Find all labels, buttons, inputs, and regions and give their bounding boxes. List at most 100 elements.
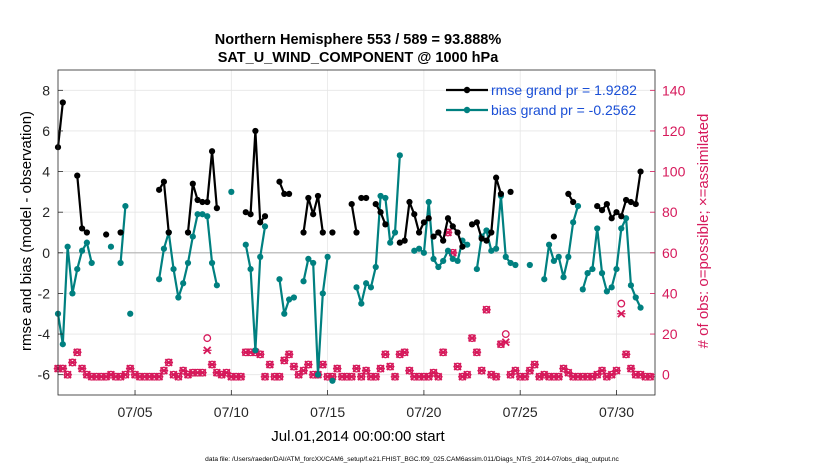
y-right-tick-label: 60: [662, 245, 678, 261]
rmse-point: [478, 235, 485, 242]
y-left-tick-label: -2: [38, 285, 51, 301]
rmse-point: [415, 229, 423, 236]
rmse-point: [435, 229, 442, 236]
obs-assimilated-marker: [202, 346, 212, 355]
x-tick-label: 07/30: [599, 404, 634, 420]
bias-point: [59, 341, 66, 348]
obs-assimilated-marker: [357, 372, 366, 381]
rmse-point: [208, 148, 216, 155]
rmse-point: [247, 211, 254, 218]
rmse-line: [56, 102, 64, 148]
bias-point: [430, 255, 437, 263]
rmse-point: [430, 233, 437, 240]
bias-point: [300, 278, 307, 285]
obs-assimilated-marker: [174, 372, 183, 381]
footnote-data-file: data file: /Users/raeder/DAI/ATM_forcXX/…: [205, 456, 619, 463]
bias-point: [594, 225, 601, 232]
obs-assimilated-marker: [482, 305, 491, 314]
rmse-point: [257, 219, 264, 226]
obs-assimilated-marker: [405, 366, 414, 375]
bias-point: [483, 227, 490, 234]
bias-point: [507, 259, 514, 267]
obs-assimilated-marker: [554, 372, 564, 381]
bias-point: [382, 194, 389, 202]
bias-point: [194, 211, 201, 218]
y-left-tick-label: 8: [42, 82, 50, 98]
obs-assimilated-marker: [626, 364, 636, 373]
obs-possible-marker: [501, 330, 510, 339]
bias-point: [261, 223, 269, 230]
legend-bias-label: bias grand pr = -0.2562: [491, 102, 636, 118]
obs-assimilated-marker: [621, 350, 631, 359]
rmse-point: [189, 180, 196, 187]
bias-point: [415, 245, 423, 252]
plot-frame: [57, 69, 656, 396]
rmse-point: [565, 190, 572, 198]
obs-assimilated-marker: [361, 366, 371, 375]
x-tick-label: 07/10: [214, 404, 249, 420]
y-right-tick-label: 140: [662, 82, 686, 98]
rmse-line: [350, 203, 358, 233]
rmse-point: [425, 215, 432, 222]
obs-assimilated-marker: [352, 364, 361, 373]
bias-point: [579, 286, 586, 293]
obs-assimilated-marker: [371, 372, 381, 381]
bias-point: [247, 265, 254, 273]
y-right-tick-label: 100: [662, 164, 686, 180]
obs-assimilated-marker: [332, 364, 342, 373]
rmse-point: [507, 188, 514, 195]
bias-point: [488, 247, 495, 254]
rmse-point: [613, 209, 620, 216]
bias-point: [550, 257, 557, 265]
bias-point: [107, 243, 115, 250]
rmse-point: [319, 229, 326, 236]
bias-line: [119, 206, 127, 264]
obs-assimilated-marker: [467, 334, 477, 343]
bias-point: [608, 284, 615, 291]
bias-point: [127, 310, 134, 317]
rmse-point: [348, 200, 355, 208]
bias-point: [541, 276, 548, 283]
rmse-point: [420, 219, 428, 226]
obs-possible-marker: [203, 334, 212, 343]
rmse-point: [594, 202, 601, 210]
legend-rmse-marker: [463, 86, 471, 94]
obs-assimilated-marker: [381, 350, 390, 359]
rmse-point: [623, 196, 630, 204]
bias-point: [314, 371, 322, 378]
obs-assimilated-marker: [477, 366, 486, 375]
y-left-tick-label: 6: [42, 123, 50, 139]
x-axis-label: Jul.01,2014 00:00:00 start: [271, 428, 445, 445]
bias-point: [565, 253, 572, 260]
bias-point: [473, 265, 480, 273]
bias-point: [435, 263, 442, 271]
obs-assimilated-marker: [279, 356, 289, 365]
legend-bias-marker: [463, 106, 471, 114]
y-left-tick-label: -4: [38, 326, 51, 342]
bias-point: [281, 310, 288, 317]
rmse-point: [276, 178, 283, 185]
legend-rmse-label: rmse grand pr = 1.9282: [491, 82, 637, 98]
bias-point: [285, 296, 293, 303]
bias-point: [627, 282, 635, 289]
bias-point: [242, 241, 249, 248]
rmse-point: [598, 207, 606, 214]
obs-assimilated-marker: [390, 372, 400, 381]
bias-point: [603, 288, 610, 295]
obs-assimilated-marker: [198, 368, 207, 377]
bias-point: [512, 261, 519, 269]
bias-point: [180, 280, 187, 287]
bias-point: [502, 253, 509, 260]
bias-point: [411, 247, 418, 254]
rmse-point: [377, 209, 384, 216]
bias-point: [377, 192, 384, 200]
rmse-point: [550, 233, 557, 240]
rmse-point: [493, 174, 500, 181]
bias-point: [598, 270, 606, 277]
rmse-point: [406, 198, 413, 206]
bias-point: [584, 270, 591, 277]
bias-point: [449, 255, 456, 263]
rmse-point: [627, 198, 635, 206]
obs-assimilated-marker: [58, 364, 68, 373]
obs-assimilated-marker: [72, 348, 82, 357]
